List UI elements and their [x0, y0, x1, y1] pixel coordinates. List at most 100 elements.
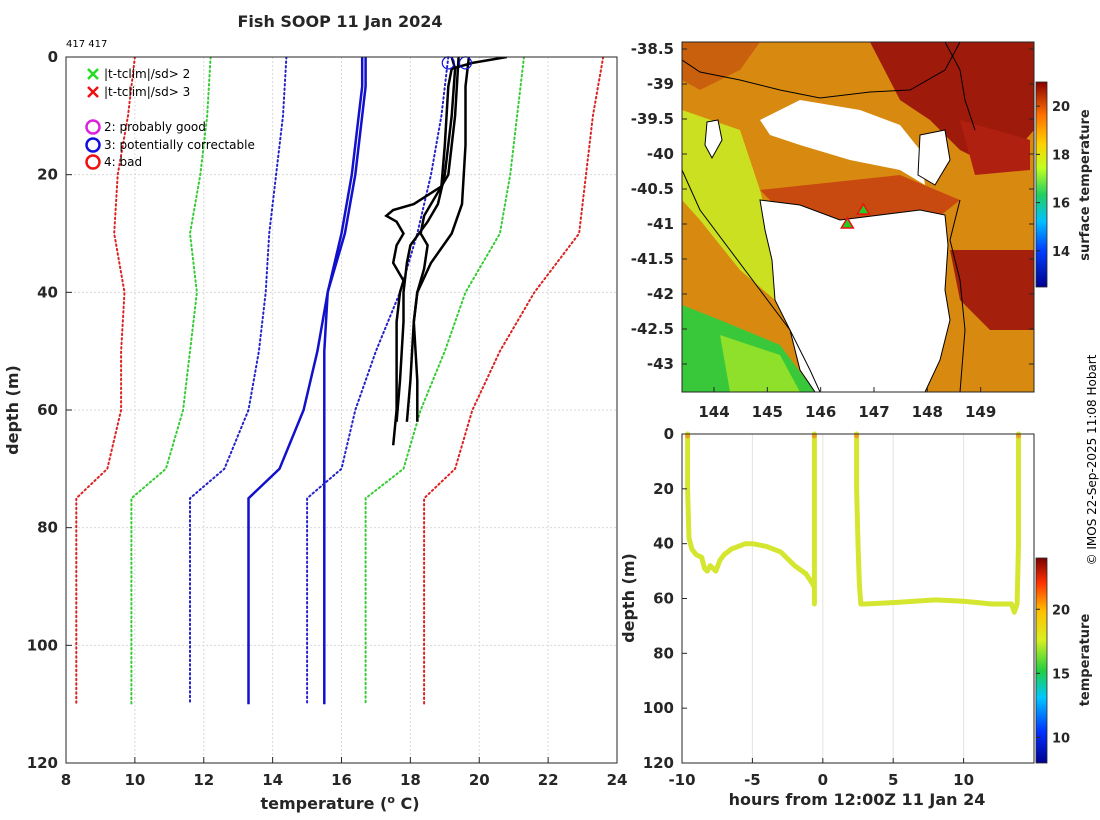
sst-colorbar [1035, 81, 1048, 288]
section-x-tick-label: 5 [888, 771, 898, 789]
section-surface-point [854, 433, 860, 439]
map-axes-box [681, 41, 1035, 393]
series-line [323, 57, 364, 705]
section-y-tick-label: 80 [653, 644, 674, 662]
y-tick-label: 120 [27, 754, 58, 772]
map-cool-west [682, 110, 790, 300]
x-tick-label: 24 [607, 771, 628, 789]
x-tick-label: 12 [193, 771, 214, 789]
map-x-tick-label: 146 [805, 403, 836, 421]
section-x-tick-label: 0 [818, 771, 828, 789]
profile-ylabel: depth (m) [3, 365, 22, 455]
map-shelf-contour [682, 169, 821, 392]
map-y-tick-label: -39.5 [631, 110, 674, 128]
temp-cb-tick-label: 10 [1052, 731, 1070, 746]
map-x-tick-label: 149 [965, 403, 996, 421]
section-track [685, 431, 817, 607]
map-y-tick-label: -42.5 [631, 320, 674, 338]
map-king-island [704, 119, 723, 160]
series-line [306, 57, 450, 706]
map-x-tick-label: 148 [912, 403, 943, 421]
temp-colorbar [1035, 557, 1048, 764]
section-y-tick-label: 40 [653, 535, 674, 553]
map-markers [840, 202, 871, 229]
section-surface-point [811, 433, 817, 439]
series-line [384, 57, 508, 446]
profile-ticks: 8 10 12 14 16 18 20 22 24 0 20 40 60 80 100 120 [27, 48, 628, 789]
map-y-tick-label: -42 [647, 285, 674, 303]
legend-circle-marker [85, 154, 101, 170]
sst-cb-tick-label: 20 [1052, 100, 1070, 115]
sst-cb-tick-label: 18 [1052, 148, 1070, 163]
section-y-tick-label: 0 [664, 425, 674, 443]
section-surface-point [685, 433, 691, 439]
sst-map [682, 42, 1034, 392]
section-y-tick-label: 120 [643, 754, 674, 772]
section-y-tick-label: 20 [653, 480, 674, 498]
legend-x-marker [87, 68, 99, 80]
section-y-tick-label: 60 [653, 590, 674, 608]
x-tick-label: 18 [400, 771, 421, 789]
legend-x-marker [87, 86, 99, 98]
section-surface-point [1016, 433, 1022, 439]
map-ticks: 144 145 146 147 148 149 -38.5 -39 -39.5 -40 -40.5 -… [631, 40, 1034, 421]
section-x-tick-label: 10 [953, 771, 974, 789]
legend-circle-marker [85, 137, 101, 153]
profile-series [75, 57, 605, 706]
y-tick-label: 0 [48, 48, 58, 66]
series-line [395, 57, 457, 422]
x-tick-label: 16 [331, 771, 352, 789]
map-y-tick-label: -40 [647, 145, 674, 163]
section-x-tick-label: -5 [744, 771, 761, 789]
map-shelf-contour-east [949, 199, 966, 392]
map-warm-eastcoast [960, 120, 1030, 175]
profile-xlabel: temperature (o C) [260, 793, 419, 813]
map-y-tick-label: -40.5 [631, 180, 674, 198]
series-line [189, 57, 288, 706]
map-y-tick-label: -41 [647, 215, 674, 233]
section-y-tick-label: 100 [643, 699, 674, 717]
profile-grid [65, 56, 618, 764]
map-profile-marker [856, 202, 871, 215]
legend-label: 4: bad [104, 155, 142, 169]
sst-cb-tick-label: 14 [1052, 245, 1070, 260]
x-tick-label: 14 [262, 771, 283, 789]
map-x-tick-label: 144 [698, 403, 729, 421]
y-tick-label: 80 [37, 519, 58, 537]
map-y-tick-label: -43 [647, 355, 674, 373]
map-y-tick-label: -39 [647, 75, 674, 93]
map-warm-southeast [950, 250, 1034, 330]
section-track [854, 431, 1021, 615]
legend: |t-tclim|/sd> 2 |t-tclim|/sd> 3 2: probabl… [85, 67, 255, 170]
map-victoria-coast [682, 42, 1034, 99]
section-xlabel: hours from 12:00Z 11 Jan 24 [729, 790, 986, 809]
x-tick-label: 20 [469, 771, 490, 789]
legend-circle-marker [85, 119, 101, 135]
series-line [405, 57, 471, 422]
sst-colorbar-ticks: 14 16 18 20 [1036, 100, 1070, 260]
y-tick-label: 40 [37, 283, 58, 301]
map-cloud-bass [760, 100, 925, 185]
legend-label: |t-tclim|/sd> 3 [104, 85, 190, 99]
x-tick-label: 10 [124, 771, 145, 789]
temp-colorbar-ticks: 10 15 20 [1036, 603, 1070, 746]
map-x-tick-label: 147 [858, 403, 889, 421]
legend-label: |t-tclim|/sd> 2 [104, 67, 190, 81]
legend-label: 3: potentially correctable [104, 138, 255, 152]
legend-label: 2: probably good [104, 120, 206, 134]
series-line [423, 57, 605, 706]
temp-cb-tick-label: 20 [1052, 603, 1070, 618]
map-tasmania [759, 199, 951, 392]
series-line [75, 57, 136, 706]
map-profile-marker [840, 216, 855, 229]
profile-count-label: 417 417 [66, 39, 107, 50]
section-points [685, 431, 1022, 615]
map-y-tick-label: -41.5 [631, 250, 674, 268]
y-tick-label: 100 [27, 636, 58, 654]
section-ylabel: depth (m) [619, 553, 638, 643]
map-cool-southwest-b [720, 335, 800, 392]
x-tick-label: 22 [538, 771, 559, 789]
temp-colorbar-label: temperature [1078, 614, 1093, 707]
